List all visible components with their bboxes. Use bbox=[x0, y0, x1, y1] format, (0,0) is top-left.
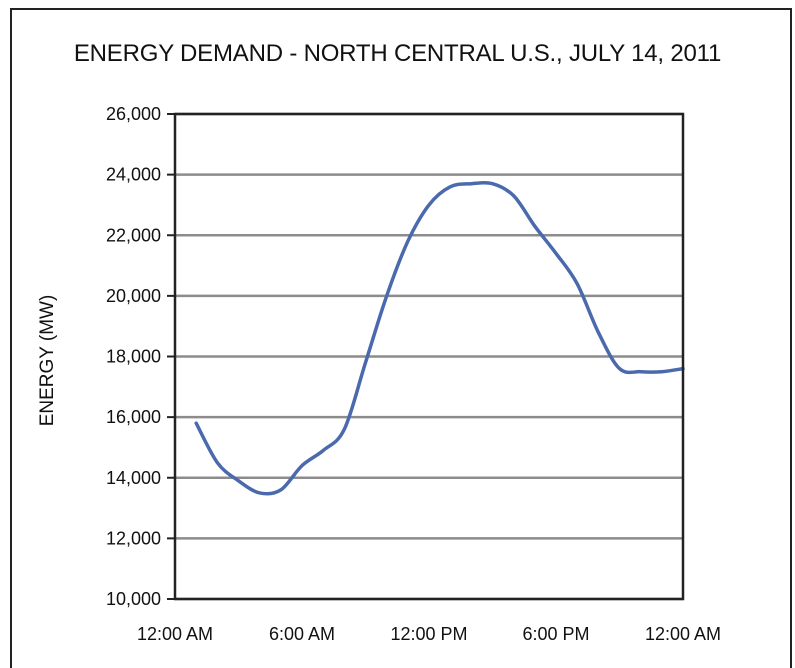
y-tick-label: 18,000 bbox=[106, 347, 161, 367]
y-tick-label: 24,000 bbox=[106, 165, 161, 185]
series-layer bbox=[196, 183, 683, 494]
x-tick-label: 12:00 AM bbox=[645, 624, 721, 644]
x-tick-label: 6:00 PM bbox=[522, 624, 589, 644]
energy-demand-line bbox=[196, 183, 683, 494]
x-tick-label: 12:00 PM bbox=[390, 624, 467, 644]
y-tick-label: 20,000 bbox=[106, 286, 161, 306]
y-tick-label: 26,000 bbox=[106, 104, 161, 124]
y-tick-label: 10,000 bbox=[106, 589, 161, 609]
y-tick-labels: 10,000 12,000 14,000 16,000 18,000 20,000 22,0… bbox=[106, 104, 161, 609]
x-tick-label: 12:00 AM bbox=[137, 624, 213, 644]
y-axis-label: ENERGY (MW) bbox=[37, 295, 58, 427]
y-tick-label: 22,000 bbox=[106, 225, 161, 245]
y-tick-label: 12,000 bbox=[106, 528, 161, 548]
x-tick-label: 6:00 AM bbox=[269, 624, 335, 644]
grid-lines bbox=[167, 114, 683, 599]
x-tick-labels: 12:00 AM 6:00 AM 12:00 PM 6:00 PM 12:00 AM bbox=[137, 624, 721, 644]
y-tick-label: 14,000 bbox=[106, 468, 161, 488]
y-tick-label: 16,000 bbox=[106, 407, 161, 427]
